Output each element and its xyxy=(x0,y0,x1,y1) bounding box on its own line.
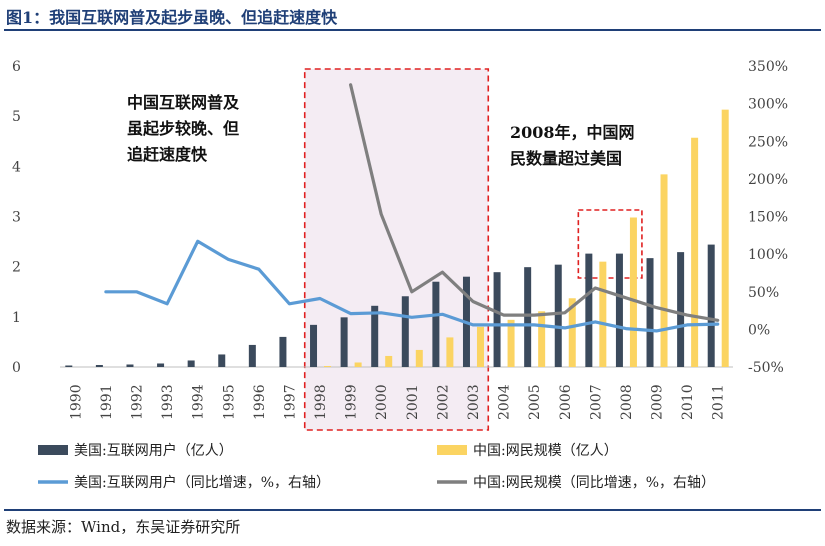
highlight-region-2007-2008 xyxy=(577,209,643,279)
bar-us-2004 xyxy=(493,272,501,367)
legend-label: 中国:网民规模（同比增速，%，右轴） xyxy=(473,475,715,491)
x-tick-label: 2008 xyxy=(619,384,635,420)
source-note: 数据来源：Wind，东吴证券研究所 xyxy=(6,518,241,536)
bar-cn-2009 xyxy=(660,174,668,367)
bar-cn-2004 xyxy=(507,319,515,367)
x-tick-label: 2006 xyxy=(558,384,574,420)
bar-us-2008 xyxy=(615,253,623,367)
bar-cn-2008 xyxy=(629,217,637,367)
bar-us-2001 xyxy=(401,296,409,367)
bar-cn-2000 xyxy=(385,355,393,367)
y-left-tick-label: 1 xyxy=(12,310,21,326)
x-tick-label: 2004 xyxy=(497,384,513,420)
bar-cn-2003 xyxy=(476,326,484,367)
y-left-tick-label: 4 xyxy=(12,159,21,175)
bar-us-1990 xyxy=(65,365,73,367)
x-tick-label: 1991 xyxy=(99,384,115,420)
chart-title: 图1：我国互联网普及起步虽晚、但追赶速度快 xyxy=(6,8,338,27)
y-left-tick-label: 2 xyxy=(12,260,21,276)
annotation-2-line: 2008年，中国网 xyxy=(510,123,635,142)
bar-cn-1998 xyxy=(324,365,332,367)
bar-cn-2002 xyxy=(446,337,454,367)
bar-us-2009 xyxy=(646,258,654,367)
line-series xyxy=(104,83,720,333)
y-right-tick-label: 200% xyxy=(748,172,788,188)
axes: 0 1 2 3 4 5 6 -50% 0% 50% 100% 150% 200% 250% 300% 350%… xyxy=(12,59,788,420)
bar-us-1992 xyxy=(126,364,134,367)
y-right-tick-label: 150% xyxy=(748,210,788,226)
y-right-tick-label: 0% xyxy=(748,322,770,338)
bar-us-1998 xyxy=(310,324,318,367)
x-tick-label: 2010 xyxy=(680,384,696,420)
bar-us-1991 xyxy=(95,364,103,367)
x-tick-label: 2001 xyxy=(405,384,421,420)
bar-series xyxy=(65,109,729,368)
y-left-tick-label: 5 xyxy=(12,109,21,125)
x-tick-label: 2011 xyxy=(711,384,727,420)
annotation-1-line: 追赶速度快 xyxy=(127,145,208,164)
bar-cn-2010 xyxy=(691,137,699,367)
x-tick-label: 2002 xyxy=(435,384,451,420)
y-left-tick-label: 3 xyxy=(12,210,21,226)
x-tick-label: 2005 xyxy=(527,384,543,420)
bar-us-2006 xyxy=(554,264,562,367)
bar-cn-2011 xyxy=(721,109,729,368)
bar-us-1994 xyxy=(187,360,195,367)
combo-chart: 0 1 2 3 4 5 6 -50% 0% 50% 100% 150% 200% 250% 300% 350%… xyxy=(12,59,788,491)
x-tick-label: 1996 xyxy=(252,384,268,420)
legend-marker-bar xyxy=(38,445,68,455)
x-tick-label: 1993 xyxy=(160,384,176,420)
y-left-tick-label: 0 xyxy=(12,360,21,376)
x-tick-label: 1992 xyxy=(129,384,145,420)
annotation-1-line: 中国互联网普及 xyxy=(127,93,240,112)
y-right-tick-label: -50% xyxy=(748,360,784,376)
bar-cn-2005 xyxy=(538,311,546,367)
x-tick-label: 1999 xyxy=(344,384,360,420)
annotation-2-line: 民数量超过美国 xyxy=(510,149,622,168)
bar-us-2010 xyxy=(677,252,685,367)
legend-label: 美国:互联网用户（同比增速，%，右轴） xyxy=(74,474,330,491)
bar-us-2005 xyxy=(524,267,532,367)
x-tick-label: 1997 xyxy=(282,384,298,420)
bar-us-2000 xyxy=(371,305,379,367)
title-divider xyxy=(4,29,821,31)
x-tick-label: 2009 xyxy=(650,384,666,420)
bar-us-1999 xyxy=(340,317,348,367)
x-tick-label: 1995 xyxy=(221,384,237,420)
bar-us-1997 xyxy=(279,336,287,367)
legend-label: 美国:互联网用户（亿人） xyxy=(74,442,233,459)
line-us-growth xyxy=(104,239,720,333)
x-tick-label: 2003 xyxy=(466,384,482,420)
bar-cn-2006 xyxy=(568,298,576,367)
bar-us-2007 xyxy=(585,253,593,367)
y-right-tick-label: 50% xyxy=(748,285,779,301)
footer-divider xyxy=(4,509,821,511)
y-left-tick-label: 6 xyxy=(12,59,21,75)
y-right-tick-label: 250% xyxy=(748,134,788,150)
y-right-tick-label: 100% xyxy=(748,247,788,263)
x-tick-label: 1990 xyxy=(68,384,84,420)
legend: 美国:互联网用户（亿人） 中国:网民规模（亿人） 美国:互联网用户（同比增速，%，右… xyxy=(38,442,715,491)
x-tick-label: 1998 xyxy=(313,384,329,420)
bar-us-1996 xyxy=(248,344,256,367)
bar-cn-2007 xyxy=(599,261,607,367)
line-cn-growth xyxy=(349,83,720,322)
bar-us-1995 xyxy=(218,354,226,367)
legend-marker-bar xyxy=(437,445,467,455)
x-tick-label: 2000 xyxy=(374,384,390,420)
bar-cn-2001 xyxy=(415,349,423,367)
y-right-tick-label: 350% xyxy=(748,59,788,75)
bar-us-2002 xyxy=(432,281,440,367)
bar-us-1993 xyxy=(157,363,165,367)
legend-label: 中国:网民规模（亿人） xyxy=(473,443,618,459)
y-right-tick-label: 300% xyxy=(748,97,788,113)
annotation-1-line: 虽起步较晚、但 xyxy=(127,119,239,138)
bar-us-2011 xyxy=(707,244,715,367)
bar-cn-1999 xyxy=(354,362,362,367)
x-tick-label: 2007 xyxy=(588,384,604,420)
x-tick-label: 1994 xyxy=(191,384,207,420)
